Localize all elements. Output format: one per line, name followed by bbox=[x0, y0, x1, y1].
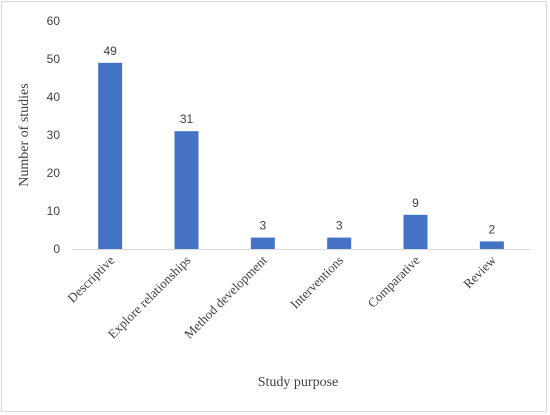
category-label: Explore relationships bbox=[105, 253, 194, 342]
category-label: Interventions bbox=[287, 253, 346, 312]
bar bbox=[327, 237, 352, 249]
data-label: 3 bbox=[259, 219, 266, 233]
data-labels: 49 31 3 3 9 2 bbox=[103, 44, 495, 237]
y-tick-label: 0 bbox=[53, 242, 60, 256]
y-axis-ticks: 0 10 20 30 40 50 60 bbox=[47, 14, 61, 256]
bar bbox=[479, 241, 504, 249]
data-label: 49 bbox=[103, 44, 117, 58]
data-label: 31 bbox=[180, 112, 194, 126]
bar bbox=[250, 237, 275, 249]
data-label: 2 bbox=[488, 222, 495, 236]
data-label: 3 bbox=[336, 219, 343, 233]
y-tick-label: 10 bbox=[47, 204, 61, 218]
y-tick-label: 30 bbox=[47, 128, 61, 142]
bar bbox=[403, 214, 428, 249]
bars bbox=[98, 62, 504, 249]
y-tick-label: 40 bbox=[47, 90, 61, 104]
y-tick-label: 20 bbox=[47, 166, 61, 180]
category-label: Method development bbox=[181, 252, 270, 341]
category-label: Comparative bbox=[365, 252, 423, 310]
y-axis-title: Number of studies bbox=[17, 83, 32, 186]
bar bbox=[174, 131, 199, 249]
bar bbox=[98, 62, 123, 249]
category-label: Descriptive bbox=[64, 252, 117, 305]
y-tick-label: 60 bbox=[47, 14, 61, 28]
category-label: Review bbox=[460, 252, 499, 291]
y-tick-label: 50 bbox=[47, 52, 61, 66]
data-label: 9 bbox=[412, 196, 419, 210]
x-axis-title: Study purpose bbox=[258, 375, 339, 390]
